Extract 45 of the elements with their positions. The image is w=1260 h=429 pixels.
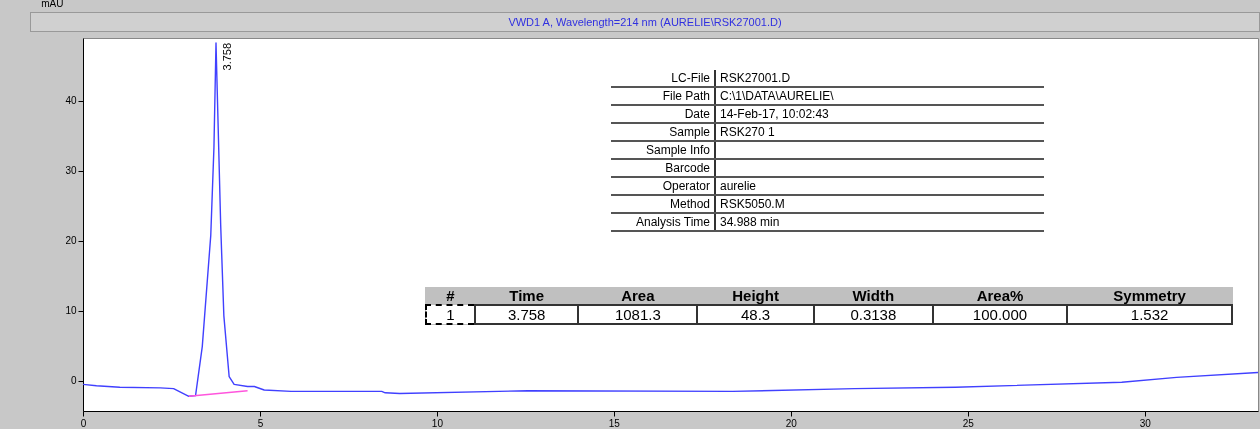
- x-tick-label: 5: [257, 417, 264, 429]
- annotation: 1: [426, 305, 476, 324]
- annotation: LC-File: [611, 70, 715, 87]
- x-tick-label: 10: [431, 417, 444, 429]
- x-tick-label: 30: [1139, 417, 1152, 429]
- annotation: RSK5050.M: [715, 195, 1044, 213]
- annotation: 48.3: [697, 305, 814, 324]
- annotation: C:\1\DATA\AURELIE\: [715, 87, 1044, 105]
- annotation: RSK270 1: [715, 123, 1044, 141]
- annotation: #: [445, 287, 456, 305]
- annotation: Sample Info: [611, 141, 715, 159]
- x-tick-label: 0: [80, 417, 87, 429]
- annotation: RSK27001.D: [715, 70, 1044, 87]
- y-tick-label: 10: [65, 305, 77, 317]
- annotation: 14-Feb-17, 10:02:43: [715, 105, 1044, 123]
- annotation: Width: [851, 287, 896, 305]
- annotation: 3.758: [475, 305, 579, 324]
- annotation: Method: [611, 195, 715, 213]
- annotation: Time: [508, 287, 546, 305]
- x-tick-label: 25: [962, 417, 975, 429]
- annotation: 100.000: [932, 305, 1068, 324]
- chart-title: VWD1 A, Wavelength=214 nm (AURELIE\RSK27001.D): [30, 12, 1260, 32]
- annotation: Symmetry: [1112, 287, 1187, 305]
- annotation: Barcode: [611, 159, 715, 177]
- x-tick-label: 20: [785, 417, 798, 429]
- annotation: Operator: [611, 177, 715, 195]
- annotation: 1.532: [1067, 305, 1232, 324]
- annotation: Height: [731, 287, 780, 305]
- annotation: 34.988 min: [715, 213, 1044, 231]
- y-tick-label: 20: [65, 235, 77, 247]
- annotation: 3.758: [221, 42, 233, 71]
- y-tick-label: 40: [65, 95, 77, 107]
- annotation: 1081.3: [578, 305, 698, 324]
- y-tick-label: 0: [70, 375, 77, 387]
- annotation: Sample: [611, 123, 715, 141]
- y-axis-title: mAU: [41, 0, 64, 9]
- y-tick-label: 30: [65, 165, 77, 177]
- annotation: Area%: [975, 287, 1025, 305]
- annotation: File Path: [611, 87, 715, 105]
- annotation: 0.3138: [813, 305, 933, 324]
- x-tick-label: 15: [608, 417, 621, 429]
- annotation: aurelie: [715, 177, 1044, 195]
- annotation: Area: [620, 287, 656, 305]
- annotation: Date: [611, 105, 715, 123]
- annotation: Analysis Time: [611, 213, 715, 231]
